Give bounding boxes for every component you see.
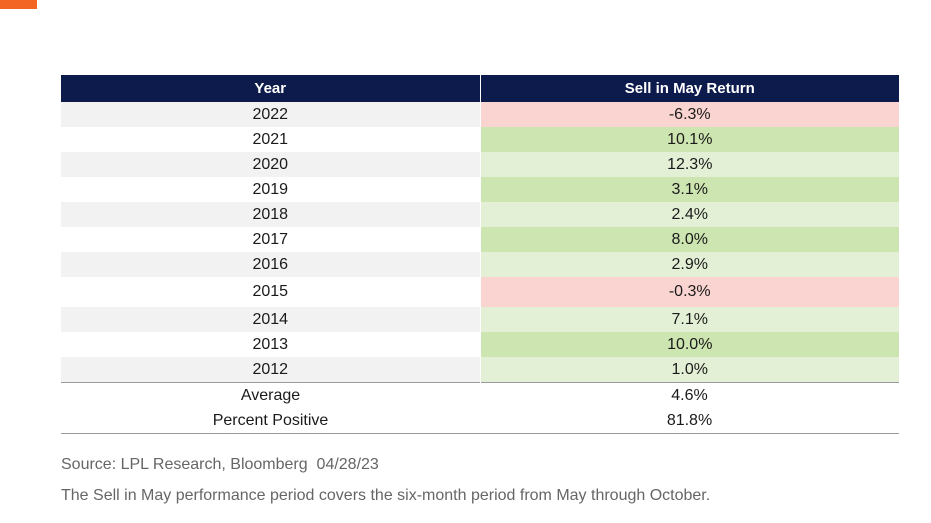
table-row: 2012 1.0% [61, 357, 899, 383]
table-row: 2014 7.1% [61, 307, 899, 332]
return-cell: 12.3% [480, 152, 899, 177]
return-cell: 10.0% [480, 332, 899, 357]
year-cell: 2022 [61, 102, 481, 127]
table-row: 2013 10.0% [61, 332, 899, 357]
table-row: 2022 -6.3% [61, 102, 899, 127]
table-header-row: Year Sell in May Return [61, 75, 899, 102]
year-column-header: Year [61, 75, 481, 102]
average-value: 4.6% [480, 382, 899, 408]
period-note: The Sell in May performance period cover… [61, 487, 711, 504]
table-row: 2021 10.1% [61, 127, 899, 152]
table-row: 2020 12.3% [61, 152, 899, 177]
year-cell: 2016 [61, 252, 481, 277]
return-cell: 3.1% [480, 177, 899, 202]
return-cell: 2.9% [480, 252, 899, 277]
percent-positive-value: 81.8% [480, 408, 899, 434]
return-cell: 1.0% [480, 357, 899, 383]
percent-positive-row: Percent Positive 81.8% [61, 408, 899, 434]
return-cell: 7.1% [480, 307, 899, 332]
average-label: Average [61, 382, 480, 408]
return-cell: -0.3% [480, 277, 899, 307]
accent-bar [0, 0, 37, 9]
sell-in-may-table: Year Sell in May Return 2022 -6.3% 2021 … [61, 75, 899, 434]
source-note: Source: LPL Research, Bloomberg 04/28/23 [61, 456, 379, 473]
year-cell: 2015 [61, 277, 481, 307]
year-cell: 2017 [61, 227, 481, 252]
year-cell: 2021 [61, 127, 481, 152]
year-cell: 2019 [61, 177, 481, 202]
year-cell: 2012 [61, 357, 481, 383]
table-row: 2018 2.4% [61, 202, 899, 227]
table-row: 2015 -0.3% [61, 277, 899, 307]
return-cell: 2.4% [480, 202, 899, 227]
return-column-header: Sell in May Return [480, 75, 899, 102]
table-row: 2016 2.9% [61, 252, 899, 277]
table-row: 2019 3.1% [61, 177, 899, 202]
percent-positive-label: Percent Positive [61, 408, 480, 434]
return-cell: 8.0% [480, 227, 899, 252]
return-cell: 10.1% [480, 127, 899, 152]
year-cell: 2018 [61, 202, 481, 227]
return-cell: -6.3% [480, 102, 899, 127]
average-row: Average 4.6% [61, 382, 899, 408]
year-cell: 2014 [61, 307, 481, 332]
year-cell: 2020 [61, 152, 481, 177]
year-cell: 2013 [61, 332, 481, 357]
table-row: 2017 8.0% [61, 227, 899, 252]
